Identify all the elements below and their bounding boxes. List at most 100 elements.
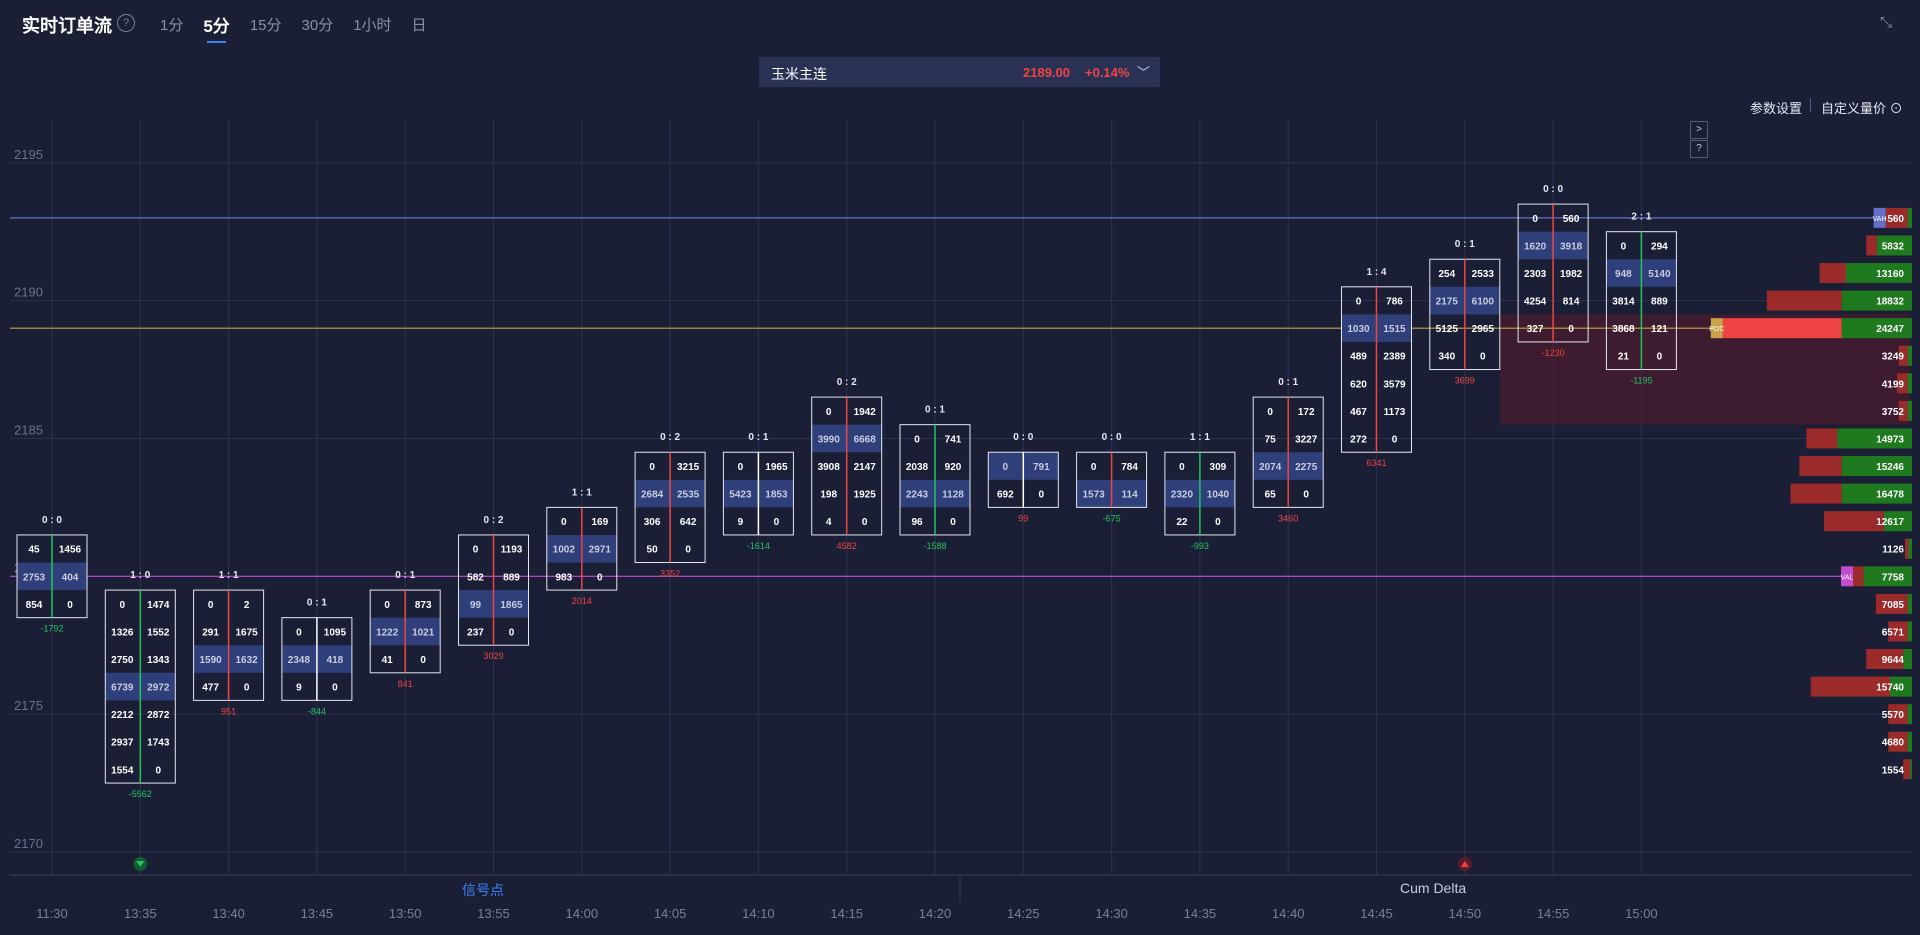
settings-icon: ⊙ [1889, 101, 1903, 116]
ask-value: 0 [332, 683, 338, 694]
help-icon[interactable]: ? [117, 14, 135, 32]
bid-value: 41 [382, 655, 394, 666]
vp-total: 5832 [1882, 241, 1905, 252]
bid-value: 96 [911, 517, 923, 528]
ask-value: 560 [1563, 214, 1580, 225]
x-tick-label: 14:00 [566, 906, 599, 921]
ask-value: 2972 [147, 683, 170, 694]
bar-delta: -844 [308, 706, 326, 716]
bid-value: 1222 [376, 627, 399, 638]
ask-value: 0 [774, 517, 780, 528]
tab-3[interactable]: 30分 [301, 17, 334, 34]
vp-sell-bar [1904, 538, 1909, 559]
bar-delta: -675 [1103, 513, 1121, 523]
y-tick-label: 2175 [14, 698, 43, 713]
bar-delta: -1588 [923, 541, 946, 551]
vp-sell-bar [1866, 649, 1904, 670]
bar-delta: 6341 [1366, 458, 1386, 468]
vp-sell-bar [1819, 263, 1846, 284]
bid-value: 340 [1438, 352, 1455, 363]
vp-buy-bar [1890, 676, 1912, 697]
bid-value: 9 [738, 517, 744, 528]
vp-total: 18832 [1876, 297, 1904, 308]
vp-sell-bar [1790, 483, 1842, 504]
bid-value: 306 [644, 517, 661, 528]
vp-buy-bar [1876, 235, 1912, 256]
bid-value: 0 [914, 434, 920, 445]
vp-total: 15246 [1876, 462, 1904, 473]
next-button[interactable]: > [1690, 121, 1708, 139]
cum-delta-tab[interactable]: Cum Delta [1400, 880, 1467, 896]
bid-value: 1326 [111, 627, 134, 638]
params-button[interactable]: 参数设置 [1750, 101, 1803, 116]
tab-4[interactable]: 1小时 [353, 17, 392, 34]
vp-sell-bar [1875, 593, 1908, 614]
ask-value: 1743 [147, 738, 170, 749]
bid-value: 1590 [199, 655, 222, 666]
bid-value: 3868 [1612, 324, 1635, 335]
ask-value: 0 [1568, 324, 1574, 335]
collapse-icon[interactable]: ⤡ [1880, 14, 1893, 31]
ask-value: 1632 [235, 655, 258, 666]
vp-sell-bar [1766, 290, 1842, 311]
ask-value: 0 [1480, 352, 1486, 363]
tab-5[interactable]: 日 [411, 17, 427, 34]
x-tick-label: 14:55 [1537, 906, 1570, 921]
ask-value: 0 [597, 572, 603, 583]
chart-help-button[interactable]: ? [1690, 140, 1708, 158]
ask-value: 1925 [854, 490, 877, 501]
bid-value: 2243 [906, 490, 929, 501]
custom-volume-price-button[interactable]: 自定义量价 ⊙ [1821, 98, 1903, 117]
ask-value: 1982 [1560, 269, 1583, 280]
bar-header: 1 : 0 [130, 570, 150, 581]
vp-buy-bar [1910, 759, 1912, 780]
x-tick-label: 13:55 [477, 906, 510, 921]
ask-value: 3227 [1295, 434, 1318, 445]
bar-header: 0 : 0 [1102, 432, 1122, 443]
bid-value: 272 [1350, 434, 1367, 445]
bar-delta: 4582 [837, 541, 857, 551]
y-tick-label: 2195 [14, 147, 43, 162]
vp-sell-bar [1903, 759, 1911, 780]
bar-delta: -5562 [129, 789, 152, 799]
vp-sell-bar [1853, 566, 1864, 587]
symbol-selector[interactable]: 玉米主连 2189.00 +0.14% ﹀ [759, 57, 1160, 87]
ask-value: 1021 [412, 627, 435, 638]
ask-value: 0 [1657, 352, 1663, 363]
tab-1[interactable]: 5分 [203, 12, 230, 43]
vp-total: 3752 [1882, 407, 1905, 418]
ask-value: 1128 [942, 490, 964, 501]
ask-value: 0 [509, 627, 515, 638]
ask-value: 741 [945, 434, 962, 445]
bar-delta: -993 [1191, 541, 1209, 551]
ask-value: 404 [62, 572, 79, 583]
tab-2[interactable]: 15分 [249, 17, 282, 34]
ask-value: 2389 [1383, 352, 1406, 363]
ask-value: 6668 [854, 434, 877, 445]
bar-delta: -1230 [1542, 348, 1565, 358]
bar-header: 0 : 2 [660, 432, 680, 443]
bid-value: 3990 [818, 434, 841, 445]
bid-value: 2937 [111, 738, 134, 749]
bid-value: 254 [1438, 269, 1455, 280]
vp-buy-bar [1863, 566, 1912, 587]
bid-value: 75 [1265, 434, 1277, 445]
tab-0[interactable]: 1分 [160, 17, 184, 34]
bid-value: 0 [1091, 462, 1097, 473]
x-tick-label: 14:10 [742, 906, 775, 921]
ask-value: 3215 [677, 462, 700, 473]
ask-value: 2965 [1472, 324, 1495, 335]
signal-tab[interactable]: 信号点 [462, 882, 504, 898]
ask-value: 1040 [1207, 490, 1230, 501]
bar-header: 1 : 1 [1190, 432, 1210, 443]
vp-total: 16478 [1876, 490, 1904, 501]
vp-sell-bar [1888, 731, 1908, 752]
bid-value: 50 [647, 545, 659, 556]
vp-sell-bar [1885, 207, 1908, 228]
ask-value: 418 [327, 655, 344, 666]
vp-buy-bar [1907, 373, 1912, 394]
vp-buy-bar [1908, 538, 1912, 559]
vp-tag-box [1710, 318, 1723, 339]
ask-value: 2 [244, 600, 250, 611]
ask-value: 172 [1298, 407, 1315, 418]
